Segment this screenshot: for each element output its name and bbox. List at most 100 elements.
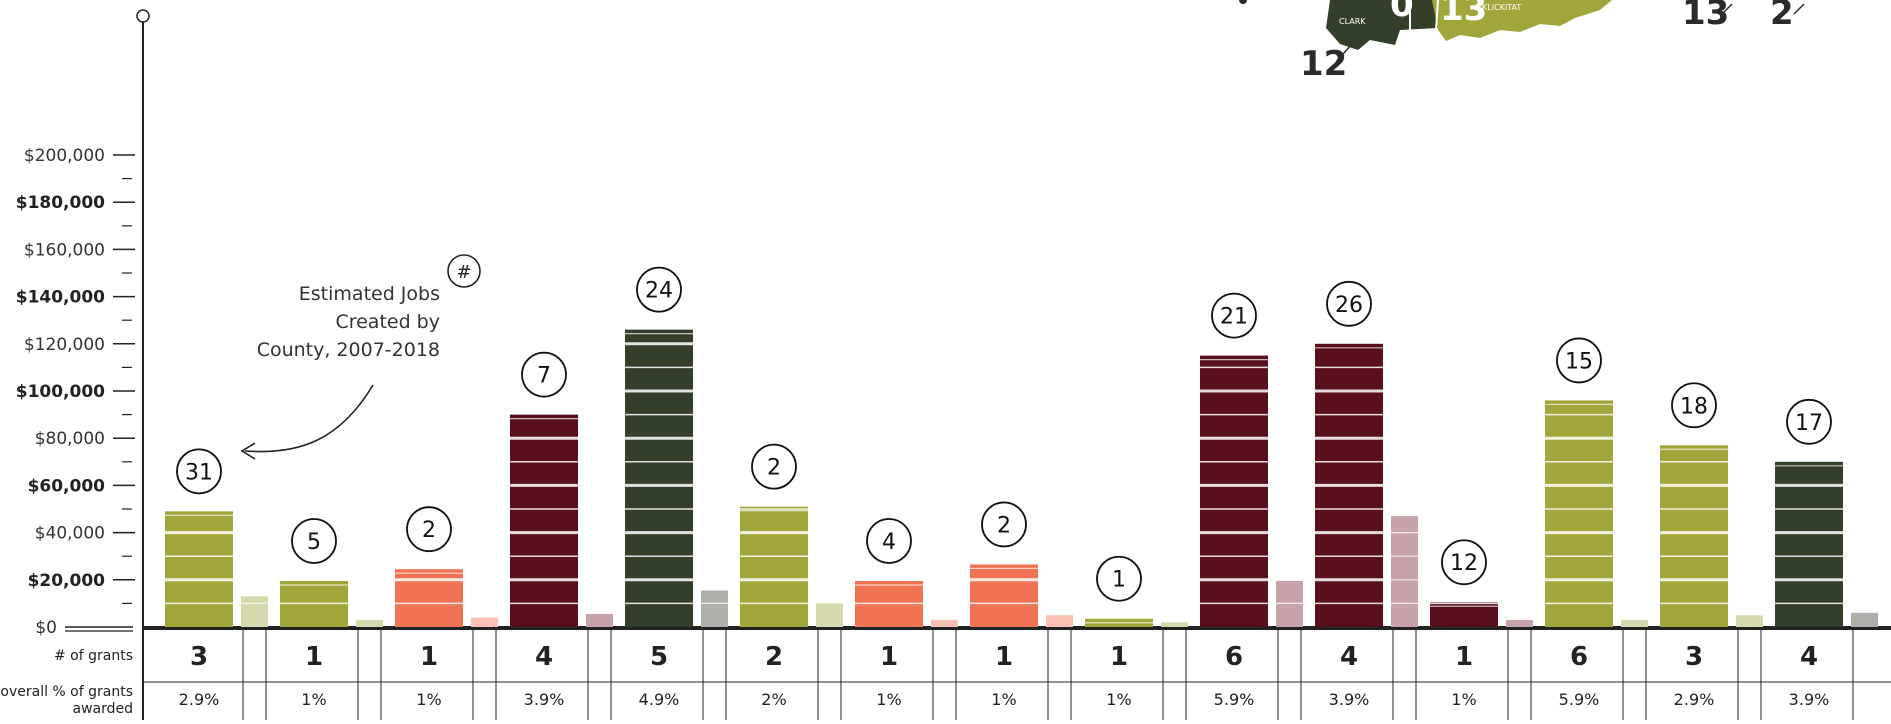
y-tick-label: $0 (35, 618, 57, 638)
jobs-circle (981, 501, 1027, 548)
map-county-dark (1326, 0, 1440, 50)
bar-secondary (1736, 615, 1763, 627)
pct-cell: 2.9% (1674, 690, 1715, 709)
svg-text:#: # (456, 262, 471, 283)
jobs-label: 21 (1220, 305, 1248, 330)
grants-cell: 1 (880, 642, 898, 672)
annotation-line-2: Created by (335, 311, 440, 333)
map-leader-line (1335, 43, 1353, 63)
map-county-divider (1435, 0, 1439, 31)
map-num: 13 (1682, 0, 1729, 33)
jobs-label: 18 (1680, 394, 1708, 419)
annotation-line-3: County, 2007-2018 (257, 339, 440, 361)
pct-cell: 3.9% (1329, 690, 1370, 709)
map-county-label: CLARK (1339, 17, 1366, 26)
bar-main (1775, 461, 1843, 627)
jobs-circle (636, 266, 682, 313)
pct-cell: 3.9% (1789, 690, 1830, 709)
jobs-circle (521, 351, 567, 398)
jobs-label: 1 (1112, 568, 1126, 593)
jobs-circle (1671, 382, 1717, 429)
jobs-label: 24 (645, 279, 673, 304)
bar-secondary (701, 590, 728, 627)
pct-cell: 1% (416, 690, 441, 709)
pct-cell: 1% (1451, 690, 1476, 709)
jobs-label: 2 (997, 513, 1011, 538)
bar-secondary (931, 619, 958, 627)
y-tick-label: $20,000 (28, 571, 106, 591)
pct-cell: 2.9% (179, 690, 220, 709)
bar-main (1545, 400, 1613, 627)
pct-cell: 4.9% (639, 690, 680, 709)
y-tick-label: $100,000 (16, 382, 105, 402)
jobs-circle (291, 518, 337, 564)
bar-secondary (241, 596, 268, 627)
bar-main (510, 414, 578, 627)
jobs-label: 5 (307, 530, 321, 555)
jobs-circle (751, 443, 797, 490)
jobs-circle (1211, 292, 1257, 339)
jobs-label: 12 (1450, 551, 1478, 576)
jobs-circle (1096, 555, 1142, 602)
bar-secondary (586, 614, 613, 627)
jobs-circle (1326, 280, 1372, 327)
y-tick-label: $180,000 (16, 193, 105, 213)
grants-cell: 1 (305, 642, 323, 672)
jobs-circle (866, 518, 912, 564)
jobs-label: 7 (537, 364, 551, 389)
pct-cell: 1% (1106, 690, 1131, 709)
bar-secondary (1851, 612, 1878, 627)
map-county-olive (1432, 0, 1612, 41)
map-num: 0 (1390, 0, 1414, 25)
bar-main (395, 569, 463, 627)
jobs-label: 2 (767, 456, 781, 481)
annotation-line-1: Estimated Jobs (299, 283, 440, 305)
annotation-group: Estimated Jobs Created by County, 2007-2… (240, 254, 481, 460)
pct-cell: 5.9% (1559, 690, 1600, 709)
row-label-grants: # of grants (54, 648, 133, 664)
jobs-label: 26 (1335, 293, 1363, 318)
jobs-label: 17 (1795, 411, 1823, 436)
bar-main (1660, 445, 1728, 627)
bar-main (970, 564, 1038, 627)
jobs-label: 31 (185, 460, 213, 485)
bar-main (1200, 355, 1268, 627)
grants-cell: 3 (1685, 642, 1703, 672)
grants-cell: 1 (420, 642, 438, 672)
grants-cell: 1 (1455, 642, 1473, 672)
grants-cell: 2 (765, 642, 783, 672)
map-num-clark: 12 (1300, 44, 1347, 84)
grants-cell: 1 (1110, 642, 1128, 672)
map-leader-line (1793, 3, 1805, 15)
y-tick-label: $40,000 (35, 524, 105, 544)
bar-secondary (1621, 619, 1648, 627)
bar-secondary (471, 617, 498, 627)
row-label-pct: overall % of grants (0, 684, 133, 700)
jobs-circle (176, 448, 222, 495)
pct-cell: 1% (991, 690, 1016, 709)
bar-secondary (356, 619, 383, 627)
pct-cell: 2% (761, 690, 786, 709)
bar-secondary (1161, 622, 1188, 627)
jobs-circle (1786, 398, 1832, 445)
jobs-circle (1441, 539, 1487, 586)
pct-cell: 1% (301, 690, 326, 709)
bar-main (625, 329, 693, 627)
pct-cell: 1% (876, 690, 901, 709)
map-num: 2 (1770, 0, 1794, 33)
annotation-arrow (244, 384, 374, 453)
y-axis-top-cap (136, 9, 150, 23)
y-tick-label: $60,000 (28, 476, 106, 496)
bar-main (740, 506, 808, 627)
y-axis: $0 $20,000 $40,000 $60,000 $80,000 $100,000 $1… (16, 9, 1891, 720)
row-label-pct: awarded (72, 701, 133, 717)
annotation-arrowhead (240, 442, 256, 460)
grants-cell: 6 (1570, 642, 1588, 672)
jobs-circle (1556, 337, 1602, 384)
jobs-label: 15 (1565, 349, 1593, 374)
jobs-circle (406, 506, 452, 553)
bar-secondary (1506, 619, 1533, 627)
